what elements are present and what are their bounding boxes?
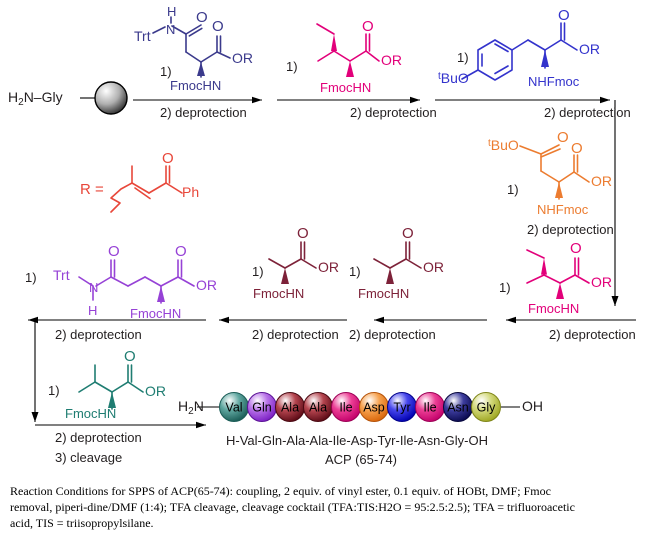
svg-text:O: O xyxy=(175,243,187,260)
svg-text:O: O xyxy=(124,348,136,365)
svg-text:Trt: Trt xyxy=(134,28,151,44)
svg-text:Ile: Ile xyxy=(423,401,436,415)
svg-text:Ph: Ph xyxy=(182,184,199,200)
svg-text:NHFmoc: NHFmoc xyxy=(537,202,589,217)
svg-text:N: N xyxy=(166,22,175,37)
svg-text:OR: OR xyxy=(423,259,444,275)
svg-text:Ala: Ala xyxy=(281,401,299,415)
svg-text:O: O xyxy=(558,7,570,24)
svg-text:Ile: Ile xyxy=(339,401,352,415)
svg-text:N: N xyxy=(89,280,98,295)
svg-text:FmocHN: FmocHN xyxy=(320,80,371,95)
svg-text:FmocHN: FmocHN xyxy=(170,78,221,93)
svg-text:Trt: Trt xyxy=(53,267,70,283)
svg-text:OR: OR xyxy=(591,173,612,189)
svg-text:OR: OR xyxy=(318,259,339,275)
svg-text:R =: R = xyxy=(80,181,104,198)
svg-text:O: O xyxy=(162,150,174,167)
svg-text:H: H xyxy=(88,303,97,318)
svg-text:Asp: Asp xyxy=(363,401,385,415)
svg-text:O: O xyxy=(362,18,374,35)
svg-text:OR: OR xyxy=(381,52,402,68)
svg-text:Tyr: Tyr xyxy=(393,401,410,415)
svg-text:OR: OR xyxy=(579,41,600,57)
svg-text:O: O xyxy=(297,225,309,242)
svg-text:O: O xyxy=(402,225,414,242)
svg-text:FmocHN: FmocHN xyxy=(358,286,409,301)
svg-text:Gln: Gln xyxy=(252,401,272,415)
svg-text:FmocHN: FmocHN xyxy=(65,406,116,421)
svg-text:tBuO: tBuO xyxy=(488,137,519,153)
svg-text:OR: OR xyxy=(232,50,253,66)
svg-text:Ala: Ala xyxy=(309,401,327,415)
svg-text:NHFmoc: NHFmoc xyxy=(528,74,580,89)
svg-text:FmocHN: FmocHN xyxy=(528,301,579,316)
svg-text:O: O xyxy=(570,240,582,257)
svg-text:FmocHN: FmocHN xyxy=(253,286,304,301)
svg-text:O: O xyxy=(571,140,583,157)
svg-text:OR: OR xyxy=(196,277,217,293)
svg-text:Asn: Asn xyxy=(447,401,469,415)
svg-text:O: O xyxy=(196,9,208,26)
svg-text:Val: Val xyxy=(225,401,242,415)
svg-text:O: O xyxy=(212,18,224,35)
svg-text:OR: OR xyxy=(591,274,612,290)
svg-text:O: O xyxy=(557,129,569,146)
svg-text:FmocHN: FmocHN xyxy=(130,306,181,321)
svg-text:H: H xyxy=(167,4,176,19)
svg-text:OR: OR xyxy=(145,383,166,399)
svg-text:tBuO: tBuO xyxy=(438,70,469,86)
svg-text:O: O xyxy=(108,243,120,260)
svg-text:Gly: Gly xyxy=(477,401,497,415)
